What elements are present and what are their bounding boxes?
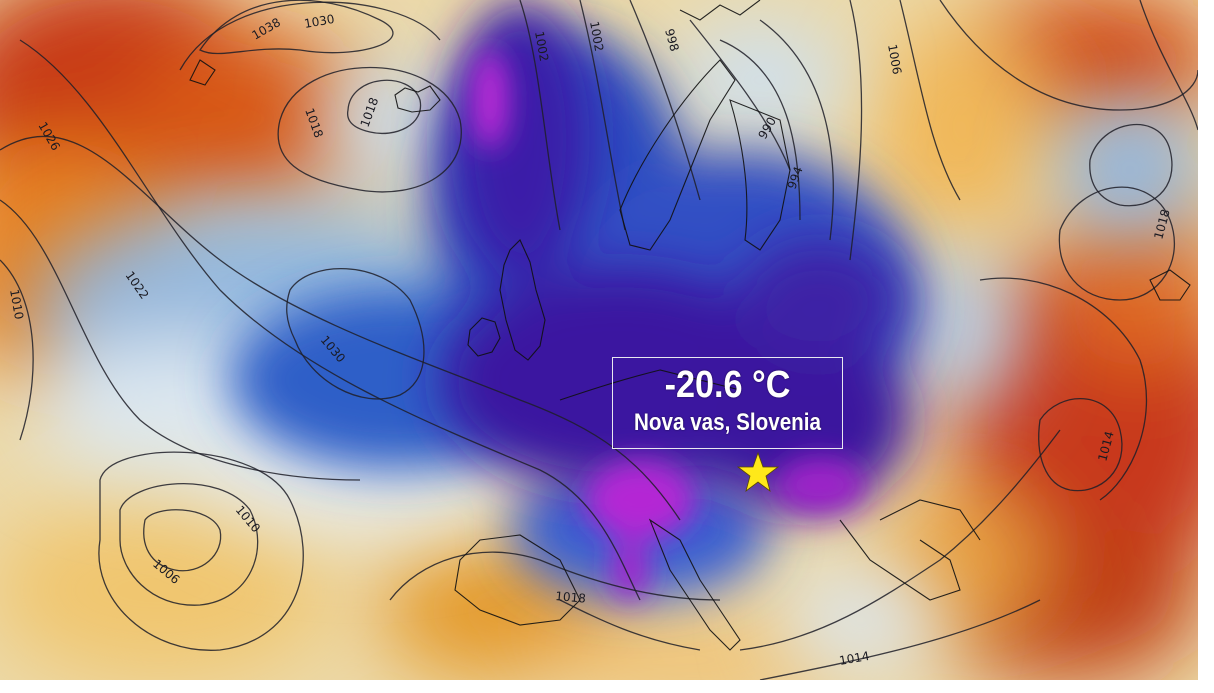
temperature-anomaly-map: 1038 1030 1018 1018 1026 1022 1030 1010 … [0, 0, 1198, 680]
isobar-label: 998 [662, 27, 681, 53]
temperature-value: -20.6 °C [664, 364, 791, 406]
isobar-label: 1002 [587, 20, 606, 53]
isobar-label: 1018 [555, 589, 587, 606]
coastlines [189, 0, 1191, 651]
isobars [0, 0, 1198, 680]
weather-map: 1038 1030 1018 1018 1026 1022 1030 1010 … [0, 0, 1198, 680]
location-label: Nova vas, Slovenia [633, 409, 821, 436]
isobar-label: 1006 [885, 43, 904, 76]
isobar-label: 1002 [532, 30, 551, 63]
isobar-label: 1030 [303, 12, 336, 31]
isobar-label: 1010 [7, 288, 26, 321]
star-icon [737, 452, 779, 492]
isobar-labels: 1038 1030 1018 1018 1026 1022 1030 1010 … [7, 12, 1173, 668]
isobar-label: 1014 [838, 649, 871, 668]
temperature-callout: -20.6 °C Nova vas, Slovenia [612, 357, 843, 449]
